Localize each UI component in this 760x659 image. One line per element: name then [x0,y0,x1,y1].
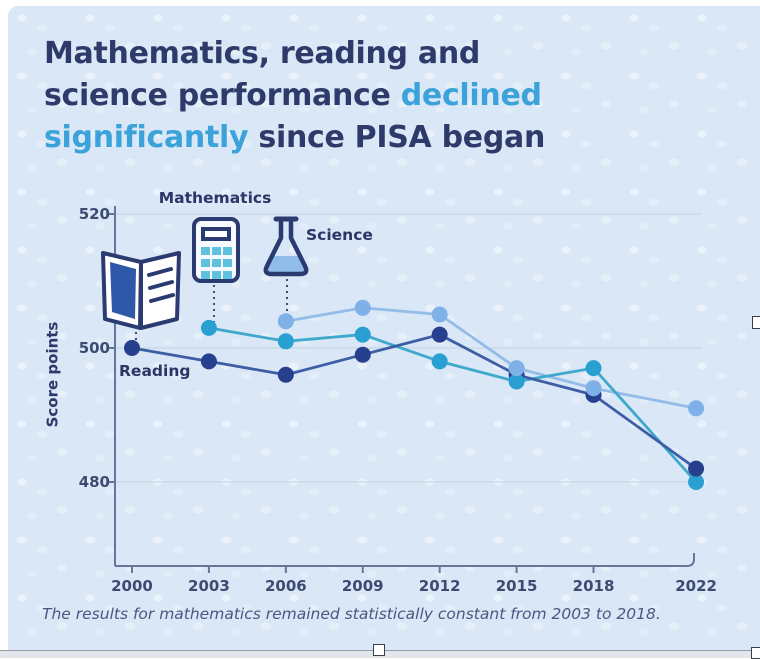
title-line2-normal: science performance [44,78,401,113]
x-axis-tick-label-2006: 2006 [264,577,307,595]
x-axis-tick-label-2000: 2000 [111,577,153,595]
selection-handle-bottom-center[interactable] [373,644,385,656]
title-line3-accent: significantly [44,120,249,155]
series-label-reading: Reading [119,362,191,380]
chart-footnote: The results for mathematics remained sta… [42,605,661,623]
x-axis-tick-label-2012: 2012 [418,577,461,595]
selection-handle-bottom-right[interactable] [751,647,760,659]
title-line3-normal: since PISA began [248,120,545,155]
selection-handle-right-middle[interactable] [752,316,760,329]
chart-title: Mathematics, reading and science perform… [44,33,704,159]
series-label-mathematics: Mathematics [158,189,272,207]
x-axis-tick-label-2022: 2022 [675,577,717,595]
x-axis-tick-label-2018: 2018 [572,577,615,595]
title-line2-accent: declined [400,78,542,113]
x-axis-tick-label-2003: 2003 [188,577,230,595]
series-label-science: Science [306,226,373,244]
y-axis-tick-label-520: 520 [78,205,110,223]
x-axis-tick-label-2009: 2009 [341,577,384,595]
y-axis-tick-label-480: 480 [78,473,110,491]
y-axis-title: Score points [43,321,62,428]
x-axis-tick-label-2015: 2015 [495,577,538,595]
title-line1: Mathematics, reading and [44,36,481,71]
y-axis-tick-label-500: 500 [78,339,110,357]
